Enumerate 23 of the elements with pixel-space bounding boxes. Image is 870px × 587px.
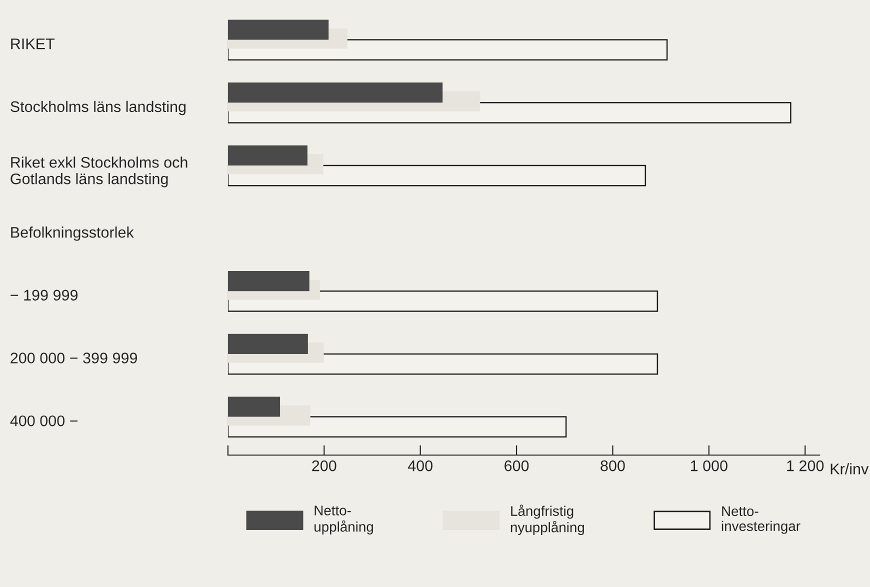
bar: [228, 145, 308, 166]
bar: [228, 334, 308, 354]
x-tick-label: 200: [312, 460, 336, 472]
bar: [228, 271, 310, 292]
legend-label: Långfristig nyupplåning: [510, 504, 584, 536]
y-tick-label: RIKET: [11, 38, 55, 50]
legend-label: Netto- investeringar: [722, 506, 800, 534]
y-tick-label: 200 000 − 399 999: [10, 352, 138, 364]
x-tick-label: 1 000: [690, 460, 728, 472]
x-tick-label: 400: [408, 460, 432, 472]
bar: [228, 20, 329, 40]
x-tick-label: 600: [504, 460, 529, 472]
legend-label: Netto- upplåning: [314, 506, 373, 534]
x-tick-label: 800: [600, 460, 625, 472]
y-tick-label: 400 000 −: [10, 415, 78, 426]
y-tick-label: Stockholms läns landsting: [10, 100, 186, 116]
bar: [228, 82, 443, 103]
x-tick-label: 1 200: [787, 460, 824, 472]
bar: [228, 396, 280, 417]
y-tick-label: − 199 999: [10, 290, 78, 301]
y-tick-label: Riket exkl Stockholms och Gotlands läns landsting: [10, 156, 188, 188]
x-axis-title: Kr/inv: [830, 463, 869, 474]
y-tick-label: Befolkningsstorlek: [11, 226, 134, 241]
